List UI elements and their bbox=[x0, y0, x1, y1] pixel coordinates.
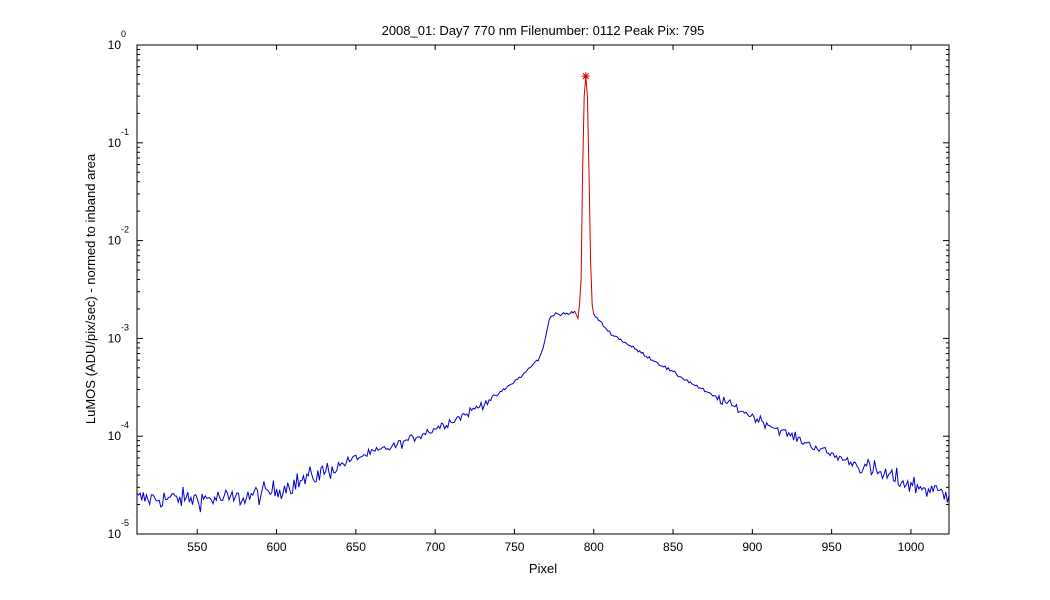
plot-area-frame bbox=[136, 44, 950, 535]
y-tick-label-exponent: -3 bbox=[121, 322, 129, 332]
y-tick-label-base: 10 bbox=[108, 429, 122, 443]
x-tick-label: 750 bbox=[504, 540, 524, 554]
x-tick-label: 600 bbox=[267, 540, 287, 554]
y-tick-label-base: 10 bbox=[108, 234, 122, 248]
x-tick-label: 550 bbox=[187, 540, 207, 554]
y-tick-label-exponent: 0 bbox=[121, 29, 126, 39]
x-tick-label: 950 bbox=[822, 540, 842, 554]
x-axis-label: Pixel bbox=[529, 561, 557, 576]
y-tick-label-exponent: -2 bbox=[121, 225, 129, 235]
x-tick-label: 1000 bbox=[898, 540, 925, 554]
x-tick-label: 650 bbox=[346, 540, 366, 554]
x-tick-label: 700 bbox=[425, 540, 445, 554]
x-tick-label: 800 bbox=[584, 540, 604, 554]
x-tick-label: 900 bbox=[742, 540, 762, 554]
y-tick-label-base: 10 bbox=[108, 527, 122, 541]
peak-marker-group bbox=[581, 72, 590, 81]
data-series-group bbox=[136, 76, 950, 513]
y-tick-label-base: 10 bbox=[108, 136, 122, 150]
y-tick-label-base: 10 bbox=[108, 331, 122, 345]
series-line-out-of-band bbox=[136, 310, 576, 513]
peak-marker bbox=[581, 72, 590, 81]
y-tick-label-base: 10 bbox=[108, 38, 122, 52]
series-line-out-of-band bbox=[593, 313, 950, 503]
chart-title: 2008_01: Day7 770 nm Filenumber: 0112 Pe… bbox=[382, 23, 705, 38]
series-line-in-band bbox=[574, 76, 595, 321]
y-tick-label-exponent: -5 bbox=[121, 518, 129, 528]
y-tick-label-exponent: -1 bbox=[121, 127, 129, 137]
y-tick-label-exponent: -4 bbox=[121, 420, 129, 430]
x-tick-label: 850 bbox=[663, 540, 683, 554]
y-axis-label: LuMOS (ADU/pix/sec) - normed to inband a… bbox=[83, 153, 98, 424]
axis-ticks: 550 600 650 700 750 800 850 900 950 100010-510-41… bbox=[108, 29, 949, 554]
